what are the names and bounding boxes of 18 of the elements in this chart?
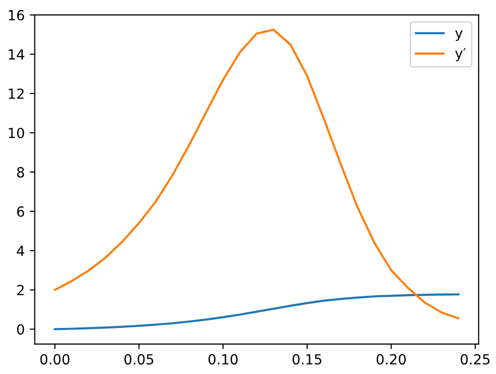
y-tick-label: 8	[17, 167, 24, 178]
line-series	[54, 293, 460, 330]
x-tick-label: 0.10	[208, 354, 238, 365]
x-tick-label: 0.20	[376, 354, 406, 365]
y-tick-label: 16	[8, 10, 24, 20]
x-tick-label: 0.15	[292, 354, 322, 365]
x-tick-label: 0.25	[460, 354, 490, 365]
legend-label: y	[455, 30, 463, 41]
x-tick-label: 0.00	[40, 354, 70, 365]
x-tick-label: 0.05	[124, 354, 154, 365]
y-tick-label: 4	[16, 246, 24, 256]
y-tick-label: 12	[8, 88, 24, 99]
y-tick-label: 10	[8, 128, 24, 138]
y-tick-label: 2	[17, 284, 24, 296]
y-tick-label: 6	[17, 206, 24, 217]
y-tick-label: 14	[8, 49, 24, 60]
y-tick-label: 0	[17, 324, 24, 335]
legend-label: y′	[455, 48, 466, 62]
